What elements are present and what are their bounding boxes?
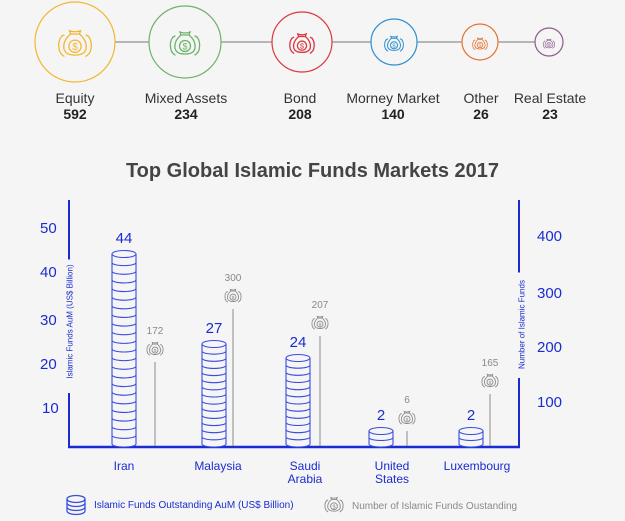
fund-count-label: 165: [481, 358, 499, 369]
fund-type-label: Equity: [55, 90, 95, 106]
country-label: Saudi Arabia: [260, 460, 350, 486]
right-tick-400: 400: [537, 228, 563, 245]
left-axis-title: Islamic Funds AuM (US$ Billion): [65, 259, 75, 384]
legend-count-label: Number of Islamic Funds Oustanding: [352, 501, 518, 512]
country-name-line1: Saudi: [289, 459, 321, 473]
fund-type-label: Real Estate: [513, 90, 587, 106]
fund-count-label: 6: [404, 395, 410, 406]
coin-stack: [368, 426, 394, 448]
aum-value-label: 2: [376, 407, 386, 424]
left-tick-10: 10: [42, 400, 59, 417]
fund-type-value: 234: [174, 106, 198, 122]
svg-text:$: $: [548, 43, 550, 47]
coin-stack: [111, 249, 137, 448]
fund-type-circle: [534, 27, 564, 57]
country-name-line1: Iran: [113, 459, 135, 473]
right-axis-title: Number of Islamic Funds: [517, 272, 527, 377]
money-bag-icon: $: [58, 29, 92, 57]
money-bag-icon: $: [289, 32, 315, 54]
money-bag-icon: $: [311, 315, 329, 330]
coin-stack: [285, 353, 311, 448]
country-name-line1: Luxembourg: [443, 459, 511, 473]
country-label: Iran: [79, 460, 169, 473]
left-tick-40: 40: [40, 264, 57, 281]
fund-type-circle: [148, 5, 222, 79]
svg-text:$: $: [489, 380, 492, 386]
aum-value-label: 24: [289, 334, 307, 351]
svg-text:$: $: [154, 348, 157, 354]
fund-type-label: Other: [463, 90, 499, 106]
coin-stack: [458, 426, 484, 448]
fund-count-label: 207: [311, 300, 329, 311]
svg-text:$: $: [392, 43, 396, 49]
svg-text:$: $: [300, 41, 305, 50]
aum-value-label: 27: [205, 320, 223, 337]
svg-text:$: $: [232, 295, 235, 301]
money-bag-icon: $: [542, 38, 556, 49]
fund-type-icons: $ $ $ $ $ $: [34, 1, 564, 83]
money-bag-icon: $: [398, 410, 416, 425]
fund-type-label: Morney Market: [346, 90, 440, 106]
fund-type-circle: [271, 11, 333, 73]
money-bag-icon: $: [224, 288, 242, 303]
fund-type-value: 208: [288, 106, 312, 122]
svg-text:$: $: [182, 41, 187, 51]
country-label: United States: [347, 460, 437, 486]
money-bag-legend-icon: $: [324, 496, 344, 513]
fund-type-value: 26: [473, 106, 489, 122]
aum-value-label: 44: [115, 230, 133, 247]
left-tick-20: 20: [40, 356, 57, 373]
fund-count-label: 300: [224, 273, 242, 284]
fund-type-value: 592: [63, 106, 87, 122]
aum-value-label: 2: [466, 407, 476, 424]
svg-text:$: $: [332, 504, 336, 510]
fund-type-label: Mixed Assets: [144, 90, 228, 106]
money-bag-icon: $: [169, 30, 201, 56]
fund-type-value: 23: [542, 106, 558, 122]
money-bag-icon: $: [146, 341, 164, 356]
chart-title: Top Global Islamic Funds Markets 2017: [125, 160, 500, 182]
right-tick-100: 100: [537, 394, 563, 411]
country-label: Malaysia: [173, 460, 263, 473]
money-bag-icon: $: [472, 37, 488, 50]
country-name-line1: Malaysia: [194, 459, 242, 473]
coin-stack-legend-icon: [66, 494, 86, 516]
country-name-line1: United: [374, 459, 410, 473]
money-bag-icon: $: [384, 35, 404, 52]
left-tick-50: 50: [40, 220, 57, 237]
fund-type-label: Bond: [283, 90, 317, 106]
fund-type-circle: [34, 1, 116, 83]
right-tick-300: 300: [537, 285, 563, 302]
country-name-line2: States: [374, 472, 410, 486]
coin-stack: [201, 339, 227, 448]
svg-text:$: $: [479, 43, 482, 48]
left-tick-30: 30: [40, 312, 57, 329]
money-bag-icon: $: [481, 373, 499, 388]
legend-aum-label: Islamic Funds Outstanding AuM (US$ Billi…: [94, 500, 294, 511]
country-name-line2: Arabia: [287, 472, 323, 486]
fund-count-label: 172: [146, 326, 164, 337]
country-label: Luxembourg: [432, 460, 522, 473]
svg-text:$: $: [319, 322, 322, 328]
svg-text:$: $: [406, 417, 409, 423]
fund-type-value: 140: [381, 106, 405, 122]
right-tick-200: 200: [537, 339, 563, 356]
svg-text:$: $: [72, 42, 78, 53]
